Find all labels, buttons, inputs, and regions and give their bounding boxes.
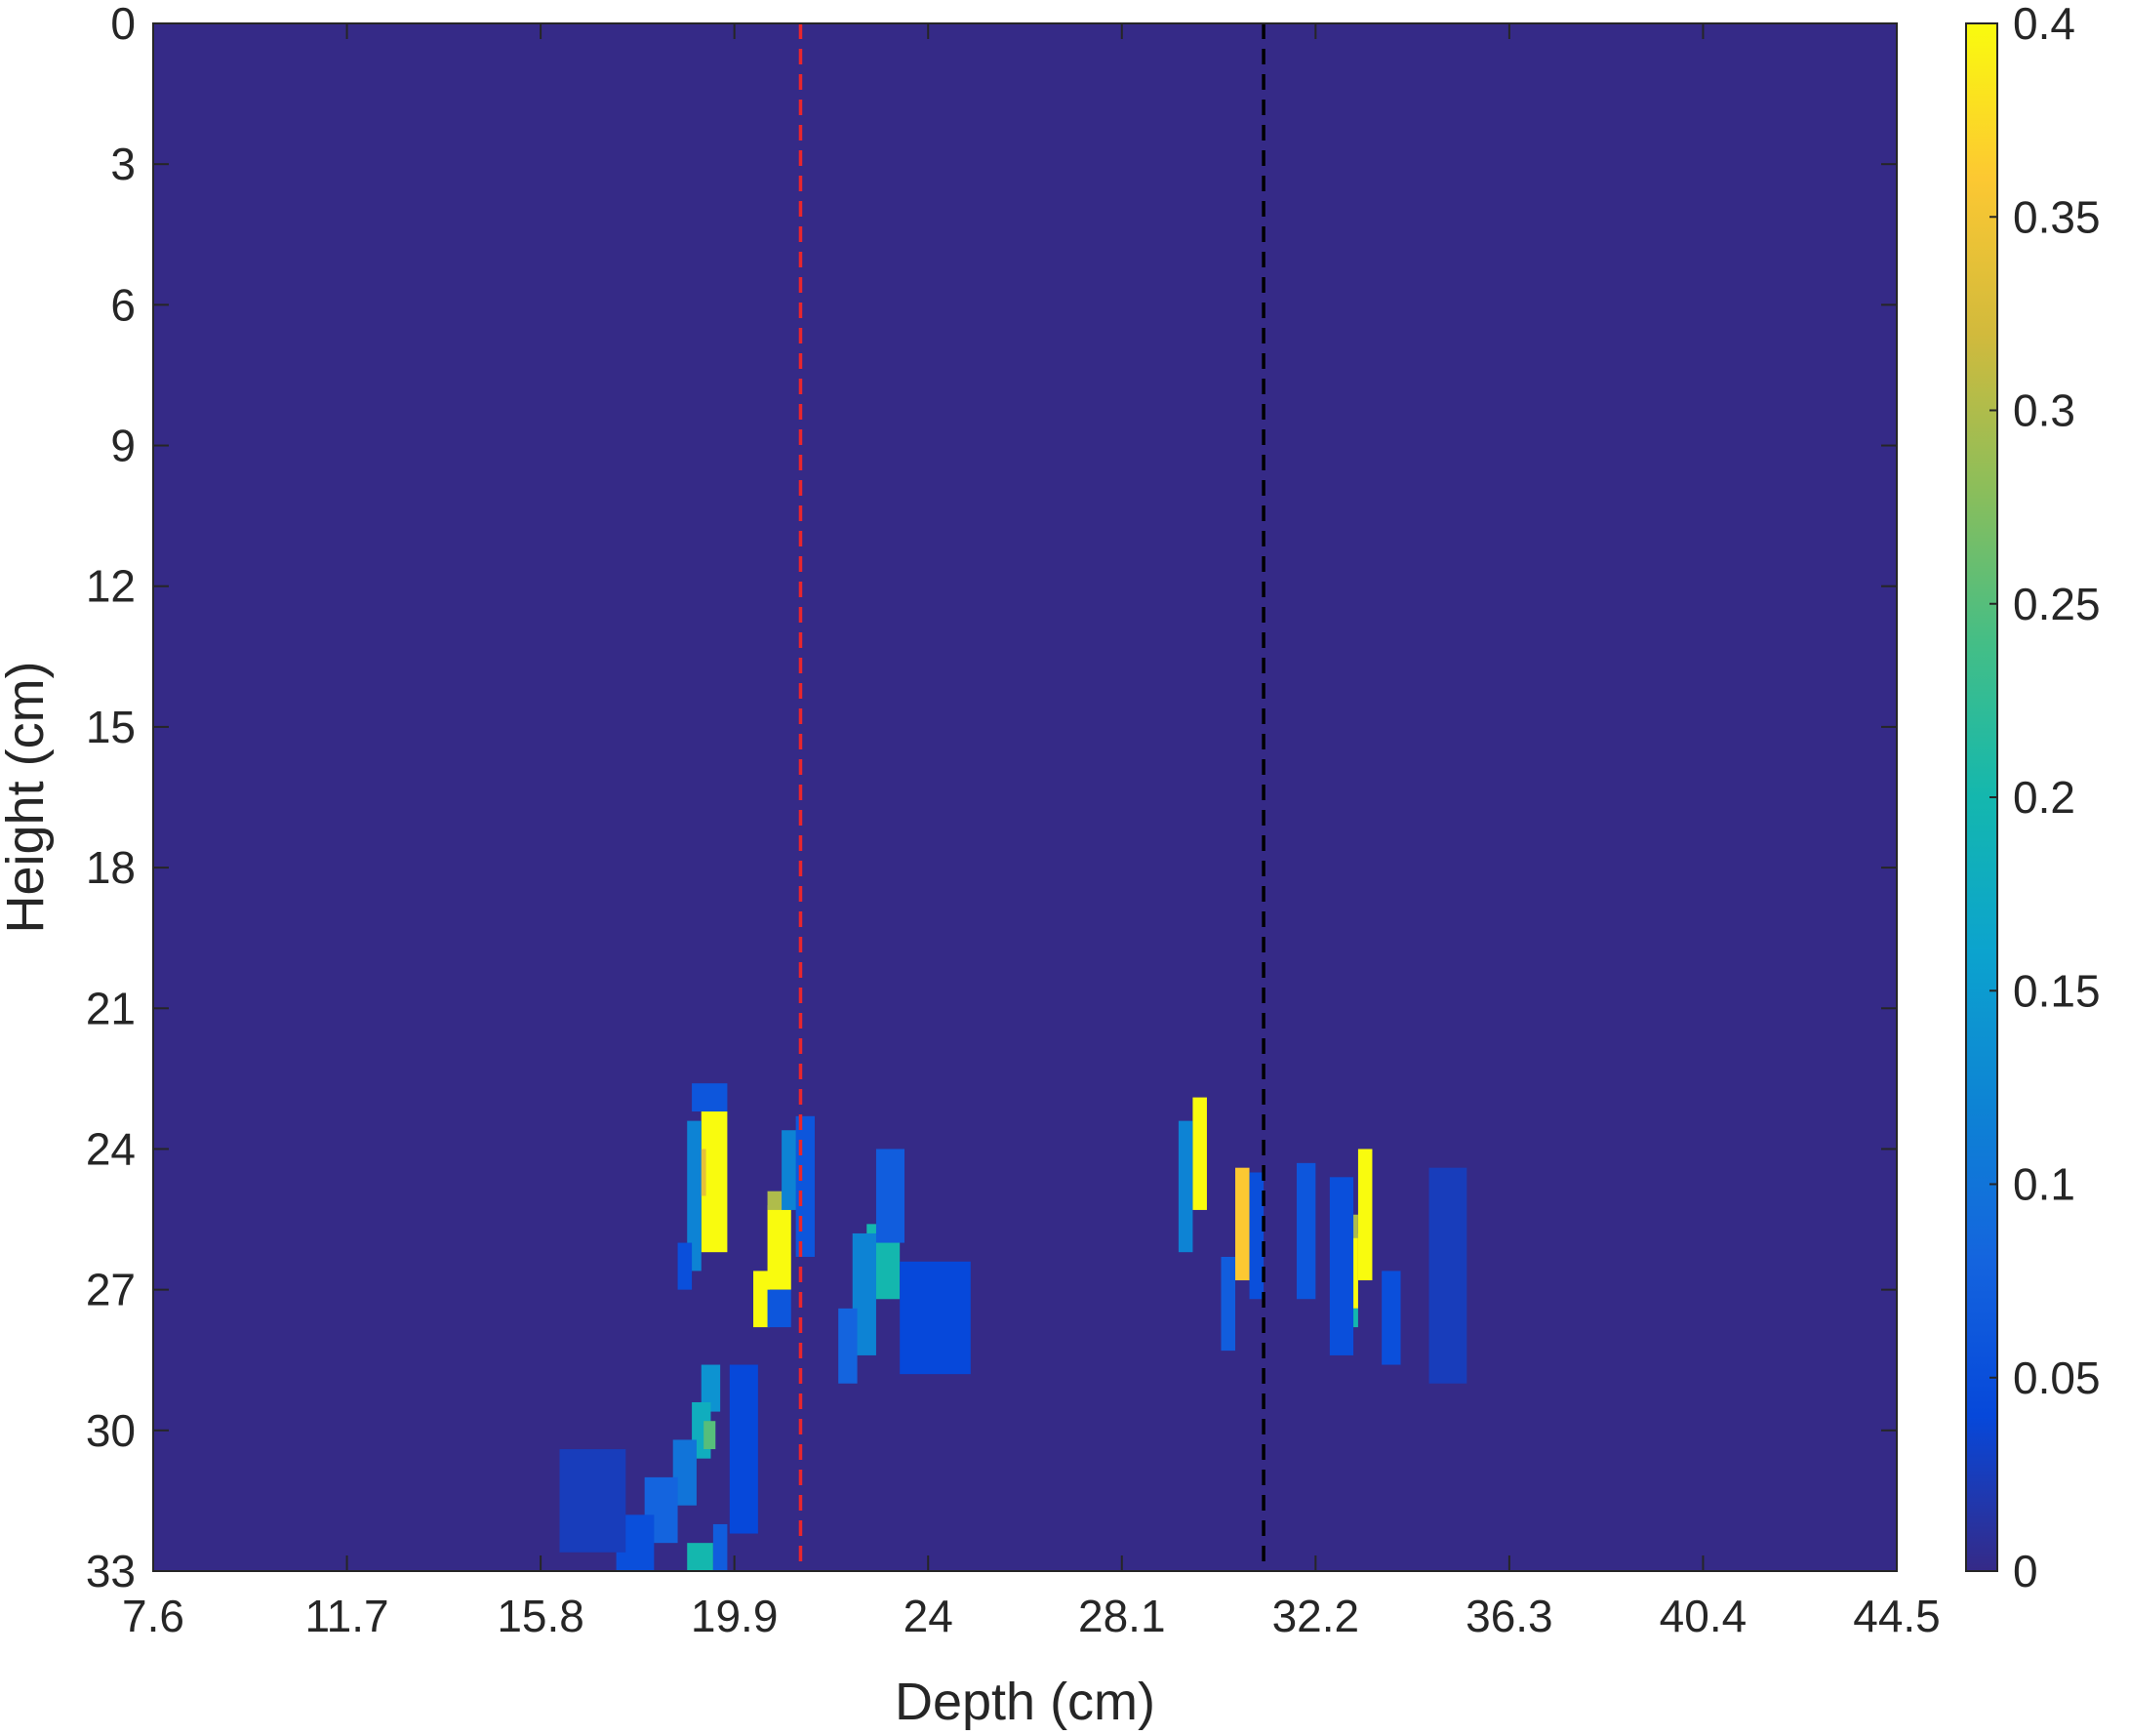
- heatmap-cell: [767, 1205, 791, 1290]
- y-axis-ticks: 0 3 6 9 12 15 18 21 24 27 30 33: [86, 0, 1897, 1596]
- colorbar-tick-label: 0.15: [2013, 965, 2101, 1016]
- colorbar-tick-label: 0.3: [2013, 385, 2075, 436]
- x-tick-label: 32.2: [1272, 1591, 1360, 1641]
- heatmap-cell: [767, 1289, 791, 1328]
- colorbar-tick-label: 0.35: [2013, 191, 2101, 242]
- y-tick-label: 0: [110, 0, 136, 49]
- heatmap-cell: [712, 1523, 728, 1571]
- x-tick-label: 19.9: [691, 1591, 779, 1641]
- x-tick-label: 11.7: [304, 1591, 388, 1641]
- heatmap-background: [153, 23, 1897, 1571]
- y-tick-label: 3: [110, 139, 136, 189]
- heatmap-cell: [795, 1115, 815, 1257]
- heatmap-cell: [1428, 1167, 1467, 1384]
- heatmap-cell: [677, 1242, 693, 1290]
- y-tick-label: 27: [86, 1265, 136, 1315]
- heatmap-cell: [701, 1364, 721, 1412]
- heatmap-cell: [1235, 1167, 1250, 1281]
- plot-area-frame: [152, 22, 1898, 1572]
- y-tick-label: 33: [86, 1546, 136, 1596]
- heatmap-layer: [153, 23, 1897, 1571]
- heatmap-cell: [687, 1543, 713, 1571]
- x-tick-label: 44.5: [1853, 1591, 1941, 1641]
- x-tick-label: 7.6: [122, 1591, 184, 1641]
- x-tick-label: 24: [904, 1591, 953, 1641]
- heatmap-cell: [687, 1120, 702, 1272]
- y-tick-label: 18: [86, 842, 136, 893]
- y-tick-label: 24: [86, 1123, 136, 1174]
- heatmap-cell: [1357, 1149, 1373, 1281]
- heatmap-cell: [559, 1449, 626, 1553]
- heatmap-cell: [1221, 1256, 1236, 1352]
- colorbar-tick-label: 0.25: [2013, 579, 2101, 629]
- heatmap-cell: [729, 1364, 758, 1534]
- heatmap-cell: [875, 1149, 905, 1243]
- heatmap-cell: [1249, 1172, 1265, 1300]
- x-tick-label: 36.3: [1466, 1591, 1553, 1641]
- y-tick-label: 6: [110, 279, 136, 330]
- heatmap-cell: [692, 1083, 728, 1112]
- y-tick-label: 15: [86, 702, 136, 752]
- heatmap-cell: [1382, 1271, 1401, 1365]
- heatmap-cell: [1178, 1120, 1193, 1253]
- colorbar-tick-label: 0.05: [2013, 1352, 2101, 1403]
- x-axis-ticks: 7.6 11.7 15.8 19.9 24 28.1 32.2 36.3 40.4 44.5: [122, 23, 1941, 1641]
- x-tick-label: 28.1: [1078, 1591, 1166, 1641]
- y-axis-label: Height (cm): [0, 661, 55, 933]
- heatmap-cell: [753, 1271, 770, 1328]
- reference-lines: [798, 23, 1265, 1571]
- y-tick-label: 30: [86, 1405, 136, 1456]
- colorbar-tick-label: 0: [2013, 1546, 2038, 1596]
- colorbar-ticks: 0 0.05 0.1 0.15 0.2 0.25 0.3 0.35 0.4: [1989, 0, 2101, 1596]
- y-tick-label: 12: [86, 561, 136, 612]
- x-axis-label: Depth (cm): [895, 1673, 1155, 1731]
- colorbar-tick-label: 0.2: [2013, 772, 2075, 823]
- x-tick-label: 40.4: [1660, 1591, 1747, 1641]
- heatmap-cell: [1296, 1162, 1316, 1300]
- heatmap-cell: [703, 1421, 716, 1450]
- heatmap-cell: [900, 1261, 971, 1375]
- y-tick-label: 9: [110, 421, 136, 471]
- heatmap-cell: [1192, 1097, 1207, 1210]
- y-tick-label: 21: [86, 983, 136, 1033]
- colorbar-tick-label: 0.4: [2013, 0, 2075, 49]
- x-tick-label: 15.8: [497, 1591, 584, 1641]
- colorbar-tick-label: 0.1: [2013, 1159, 2075, 1210]
- heatmap-cell: [838, 1308, 858, 1384]
- heatmap-cell: [1329, 1177, 1354, 1355]
